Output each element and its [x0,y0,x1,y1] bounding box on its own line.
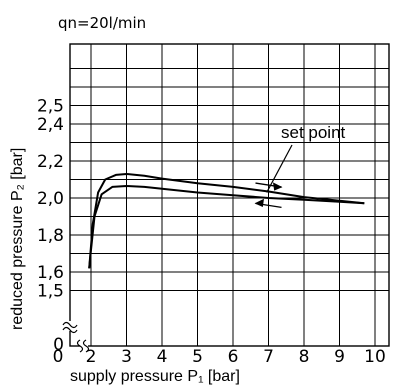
y-axis-title: reduced pressure P₂ [bar] [9,148,26,330]
x-tick-label: 8 [299,347,310,367]
flow-rate-label: qn=20l/min [58,14,146,32]
direction-arrow-head [254,198,265,207]
y-break-mark [62,326,78,334]
x-break-gap [80,339,88,353]
plot-frame [69,43,390,347]
y-tick-label: 2,5 [37,97,64,117]
y-tick-label: 2,2 [37,152,64,172]
series-line-1 [88,173,365,269]
series-group [88,173,365,269]
x-zero-label: 0 [53,347,64,367]
x-tick-label: 3 [121,347,132,367]
y-tick-label: 1,8 [37,226,64,246]
x-tick-label: 10 [364,347,386,367]
x-break-mark [82,339,90,353]
y-tick-label: 1,6 [37,263,64,283]
x-tick-label: 7 [263,347,274,367]
x-tick-label: 2 [86,347,97,367]
direction-arrow-head [272,182,283,191]
set-point-label: set point [281,123,346,142]
grid-lines [70,44,389,346]
x-tick-label: 5 [192,347,203,367]
axis-breaks [62,321,90,353]
x-tick-label: 9 [334,347,345,367]
y-tick-label: 2,4 [37,115,64,135]
x-tick-label: 6 [228,347,239,367]
tick-labels: 2 3 4 5 6 7 8 9 10 00 1,51,6 1,8 2,0 2,2 2,42,5 [37,97,386,368]
series-line-2 [88,185,365,269]
x-break-mark [76,339,84,353]
x-tick-label: 4 [157,347,168,367]
direction-arrows [254,182,283,209]
y-tick-label: 1,5 [37,282,64,302]
x-axis-title: supply pressure P₁ [bar] [70,368,240,385]
y-zero-label: 0 [53,335,64,355]
set-point-leader [266,144,293,193]
y-break-mark [62,321,78,329]
y-tick-label: 2,0 [37,189,64,209]
